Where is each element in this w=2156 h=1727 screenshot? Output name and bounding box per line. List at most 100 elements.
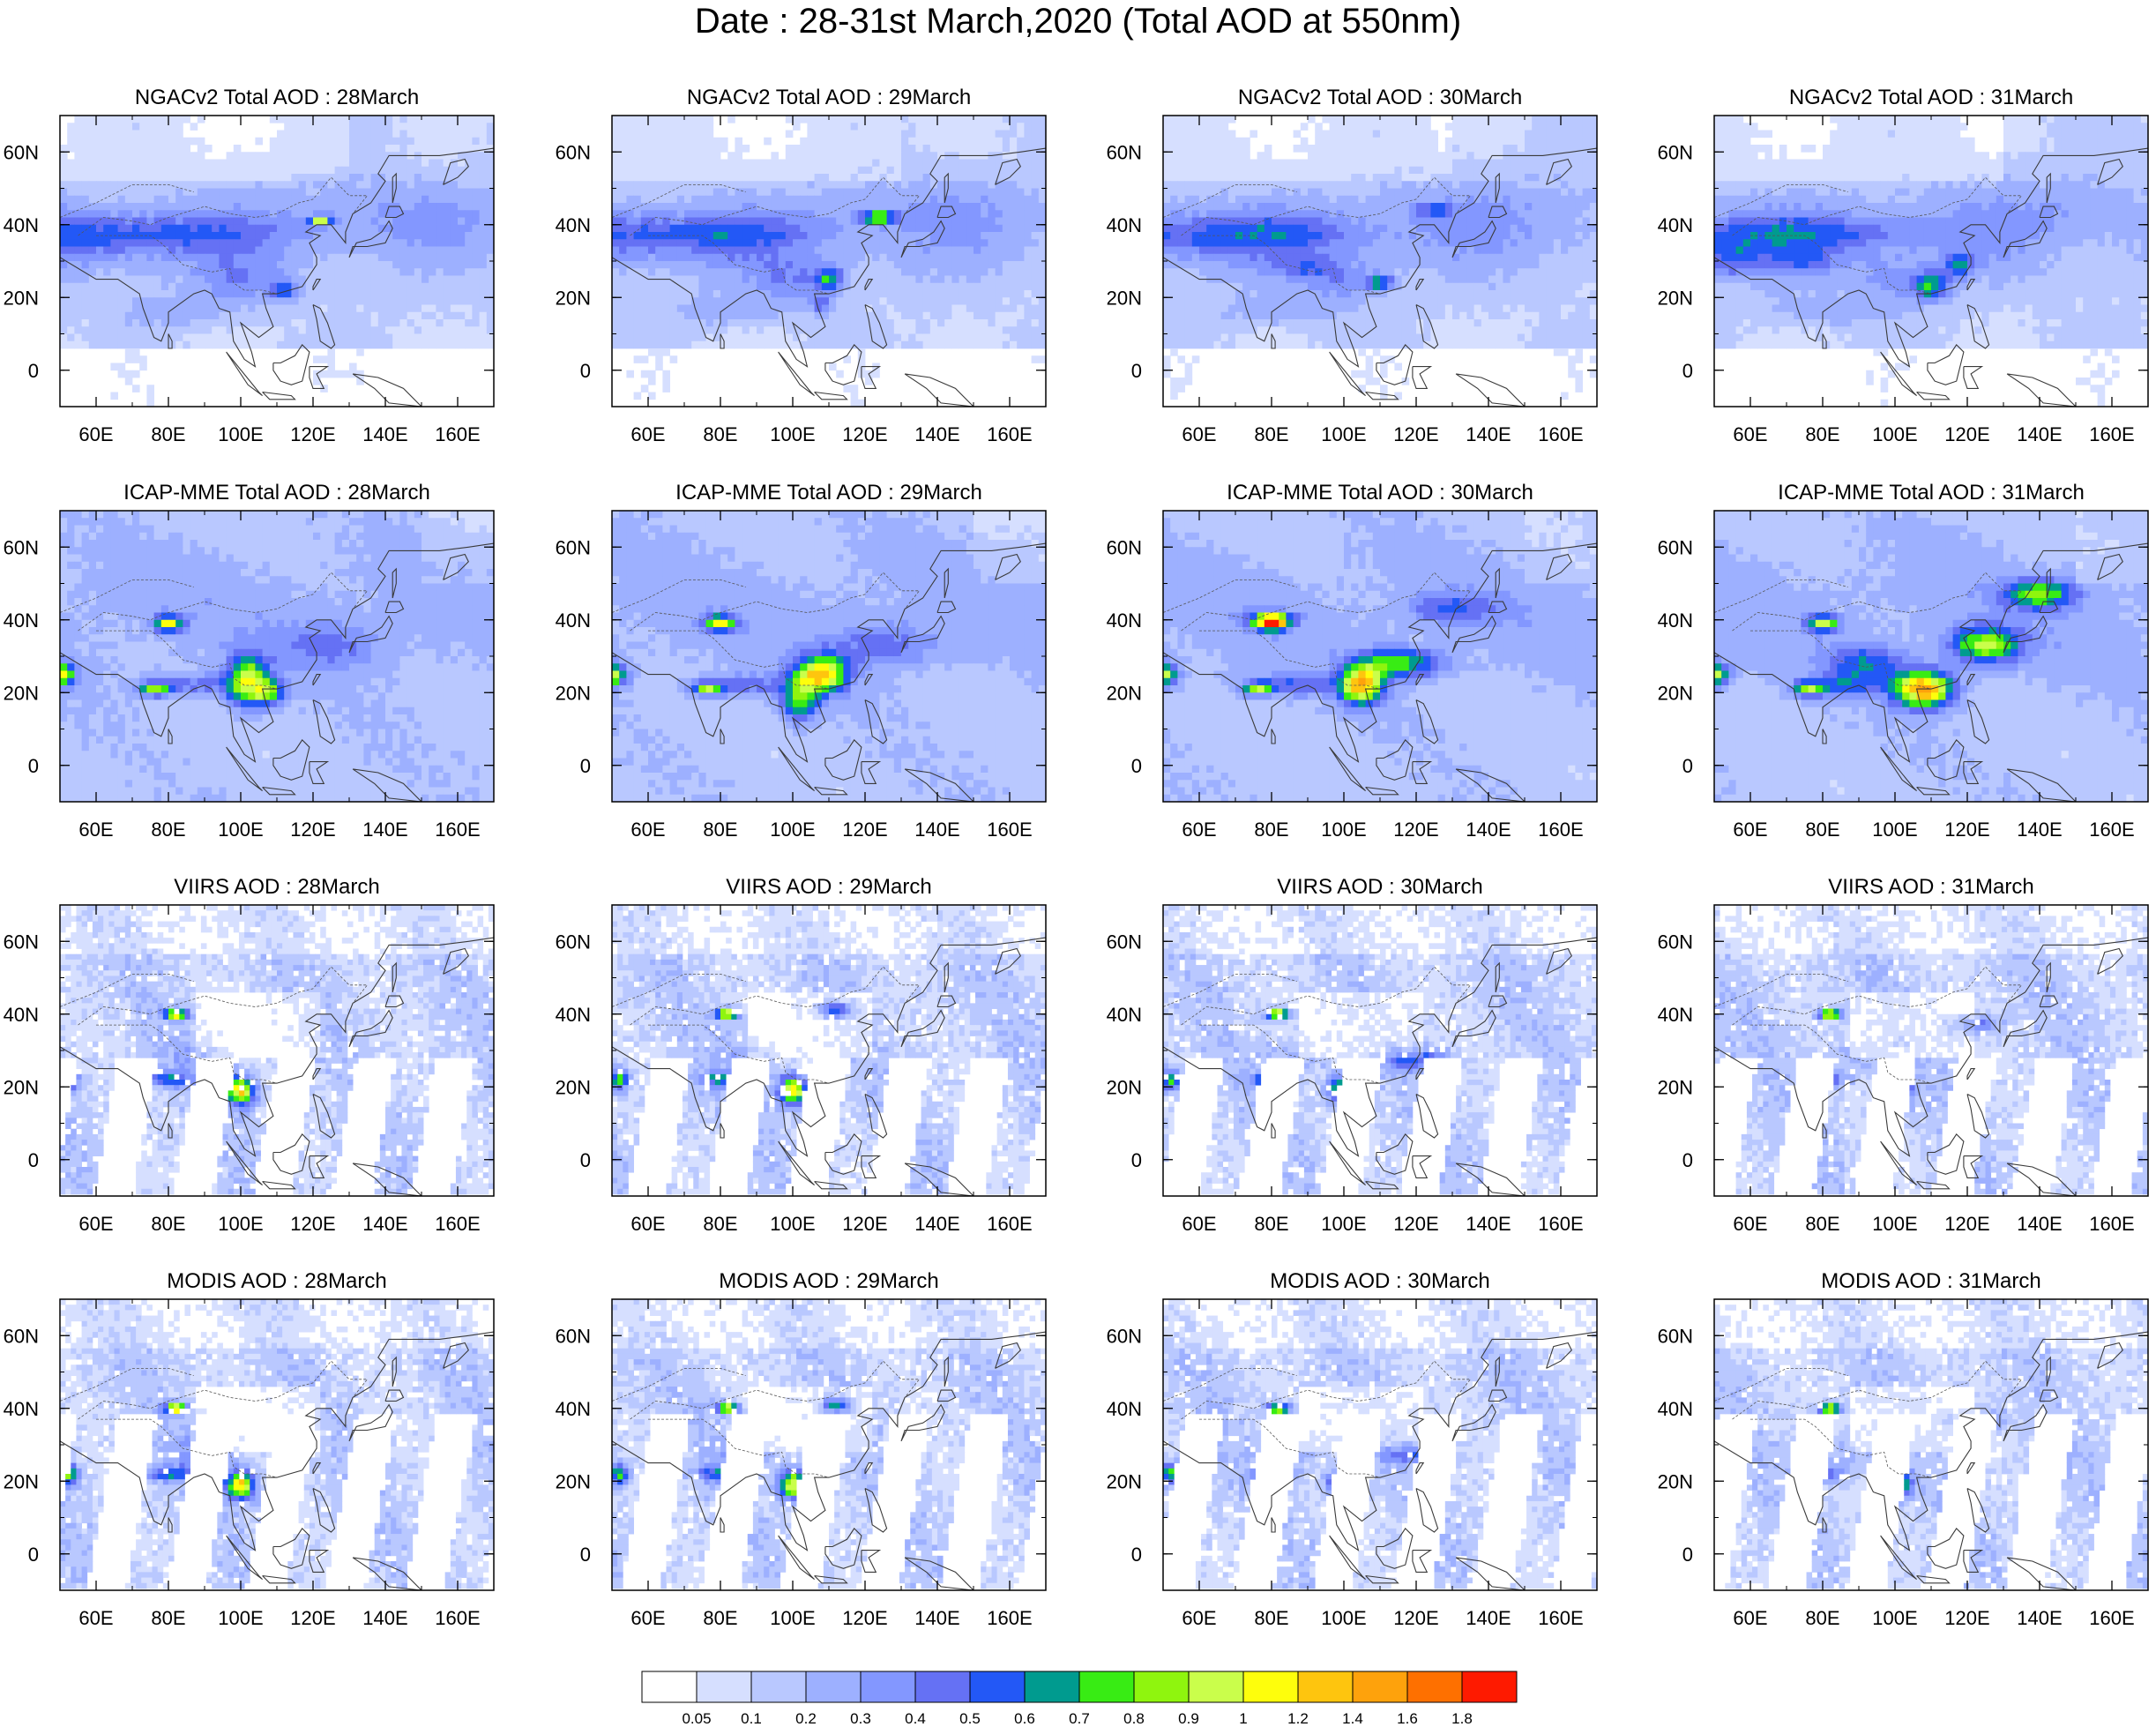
coastline [384, 995, 405, 1008]
coastline [1546, 1342, 1572, 1369]
lon-tick-label: 120E [290, 423, 335, 445]
lat-tick-label: 20N [4, 1470, 39, 1492]
lat-tick-label: 60N [556, 1325, 591, 1347]
border-line [612, 974, 746, 1007]
colorbar-swatch [1406, 1671, 1463, 1703]
coastline [1329, 351, 1366, 397]
coastline [226, 1140, 263, 1186]
lon-tick-label: 160E [1538, 423, 1583, 445]
border-line [78, 1360, 369, 1420]
coastline [1455, 373, 1526, 407]
coastline [1963, 761, 1984, 784]
lon-tick-label: 160E [987, 1213, 1032, 1235]
panel-title: VIIRS AOD : 31March [1828, 875, 2033, 899]
coastline [272, 739, 310, 781]
lon-tick-label: 140E [914, 423, 959, 445]
coastline [168, 333, 173, 349]
coastline [1376, 344, 1414, 385]
lat-tick-label: 60N [1107, 931, 1142, 953]
coastline [864, 1488, 888, 1533]
lon-tick-label: 140E [362, 1213, 407, 1235]
colorbar-label: 0.8 [1123, 1710, 1145, 1727]
lon-tick-label: 80E [703, 423, 737, 445]
aod-field [60, 1299, 494, 1590]
lat-tick-label: 60N [1107, 1325, 1142, 1347]
panel-title: MODIS AOD : 31March [1821, 1269, 2040, 1293]
lat-tick-label: 20N [1658, 1076, 1693, 1098]
lat-tick-label: 0 [580, 1544, 591, 1566]
coastline [720, 1123, 725, 1139]
coastline [312, 279, 322, 291]
colorbar-label: 0.6 [1014, 1710, 1035, 1727]
coastline [1822, 1123, 1827, 1139]
lat-tick-label: 0 [28, 360, 39, 382]
coastline [936, 601, 957, 614]
coastline [226, 351, 263, 397]
border-line [612, 1368, 746, 1402]
aod-field [60, 116, 494, 407]
coastline [2046, 1356, 2051, 1387]
coastline [168, 729, 173, 744]
aod-field [612, 116, 1046, 407]
coastline [1880, 351, 1917, 397]
coastline [1916, 1574, 1951, 1584]
lon-tick-label: 100E [1321, 819, 1366, 841]
coastline [814, 1574, 848, 1584]
coastline [1546, 947, 1572, 975]
lon-tick-label: 140E [362, 423, 407, 445]
coastline [443, 553, 469, 580]
panel-title: NGACv2 Total AOD : 31March [1789, 86, 2073, 109]
coastline [1822, 729, 1827, 744]
lat-tick-label: 40N [1107, 1004, 1142, 1026]
border-line [60, 1368, 194, 1402]
coastline [312, 1094, 336, 1139]
lat-tick-label: 0 [1131, 755, 1142, 777]
lon-tick-label: 120E [842, 819, 887, 841]
lat-tick-label: 0 [1131, 1149, 1142, 1171]
panel-title: NGACv2 Total AOD : 28March [135, 86, 419, 109]
lat-tick-label: 40N [556, 214, 591, 236]
colorbar-swatch [1461, 1671, 1518, 1703]
lon-tick-label: 60E [1733, 1213, 1767, 1235]
coastline [352, 1557, 422, 1590]
coastline [1916, 786, 1951, 796]
coastline [1927, 1133, 1965, 1175]
coastline [1329, 1535, 1366, 1581]
coastline [824, 344, 862, 385]
coastline [1415, 1488, 1439, 1533]
lon-tick-label: 140E [1466, 423, 1511, 445]
aod-field [612, 905, 1046, 1196]
coastline [778, 746, 815, 792]
coastline [2006, 1163, 2077, 1196]
panel-title: VIIRS AOD : 30March [1277, 875, 1482, 899]
coastline [944, 1356, 949, 1387]
aod-field [1163, 1299, 1597, 1590]
coastline [944, 961, 949, 993]
lon-tick-label: 160E [987, 423, 1032, 445]
border-line [1199, 630, 1381, 690]
lat-tick-label: 40N [556, 1398, 591, 1420]
coastline [1271, 1517, 1276, 1533]
coastline [384, 601, 405, 614]
coastline [1495, 172, 1500, 204]
coastline [60, 1331, 494, 1551]
lon-tick-label: 100E [218, 1607, 263, 1629]
lon-tick-label: 120E [290, 1607, 335, 1629]
lon-tick-label: 140E [2017, 423, 2062, 445]
colorbar-label: 0.05 [682, 1710, 711, 1727]
aod-field [612, 511, 1046, 802]
coastline [392, 961, 397, 993]
lat-tick-label: 20N [4, 1076, 39, 1098]
border-line [1750, 235, 1932, 295]
border-line [630, 572, 921, 632]
coastline [904, 373, 974, 407]
coastline [900, 615, 945, 654]
coastline [1329, 1140, 1366, 1186]
coastline [2003, 1009, 2048, 1048]
aod-field [1163, 905, 1597, 1196]
coastline [1495, 567, 1500, 599]
coastline [1412, 366, 1433, 389]
colorbar-swatch [1352, 1671, 1408, 1703]
coastline [995, 553, 1021, 580]
coastline [778, 1140, 815, 1186]
